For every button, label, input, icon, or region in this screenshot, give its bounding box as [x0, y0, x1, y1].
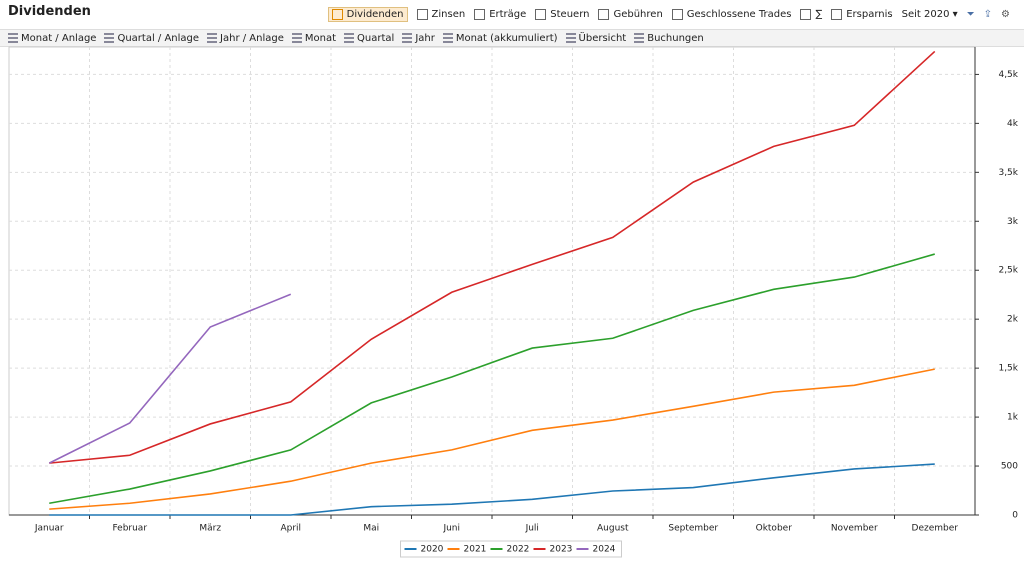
- view-label: Buchungen: [647, 32, 704, 44]
- filter-label: Erträge: [489, 9, 527, 20]
- x-tick-label: Juli: [525, 524, 539, 534]
- filter[interactable]: Zinsen: [416, 9, 466, 20]
- view-label: Monat: [304, 32, 337, 44]
- page-title: Dividenden: [8, 4, 91, 19]
- legend-box: [400, 540, 622, 558]
- filter[interactable]: Erträge: [474, 9, 526, 20]
- view-button[interactable]: Buchungen: [634, 33, 704, 44]
- view-label: Jahr / Anlage: [220, 32, 284, 44]
- filter-label: Steuern: [550, 9, 590, 20]
- legend-label: 2022: [507, 545, 530, 555]
- series-line: [49, 253, 935, 505]
- x-tick-label: Juni: [442, 524, 460, 534]
- x-tick-label: Februar: [112, 524, 147, 534]
- view-button[interactable]: Monat / Anlage: [8, 33, 96, 44]
- y-tick-label: 3,5k: [998, 168, 1018, 178]
- view-button[interactable]: Quartal / Anlage: [104, 33, 199, 44]
- y-tick-label: 0: [1012, 511, 1018, 521]
- view-label: Jahr: [415, 32, 435, 44]
- legend-label: 2024: [593, 545, 616, 555]
- filter[interactable]: Gebühren: [598, 9, 663, 20]
- y-tick-label: 4,5k: [998, 70, 1018, 80]
- filter-label: Dividenden: [346, 9, 404, 20]
- filter[interactable]: Geschlossene Trades: [671, 9, 792, 20]
- y-tick-label: 500: [1001, 462, 1018, 472]
- series-line: [49, 463, 935, 516]
- x-tick-label: Oktober: [756, 524, 793, 534]
- x-tick-label: März: [199, 524, 221, 534]
- period-label: Seit 2020: [901, 9, 950, 20]
- x-tick-label: Januar: [34, 524, 64, 534]
- view-label: Quartal / Anlage: [117, 32, 200, 44]
- settings-icon[interactable]: ⚙: [1001, 9, 1010, 20]
- y-tick-label: 2,5k: [998, 266, 1018, 276]
- filter-label: Zinsen: [431, 9, 466, 20]
- filter[interactable]: Steuern: [535, 9, 589, 20]
- header: Dividenden Dividenden Zinsen Erträge Ste…: [0, 0, 1024, 28]
- view-label: Monat / Anlage: [21, 32, 97, 44]
- filter-label: ∑: [815, 9, 823, 20]
- filter-bar: Dividenden Zinsen Erträge Steuern Gebühr…: [327, 7, 1010, 22]
- filter-icon[interactable]: ⏷: [966, 9, 975, 20]
- view-button[interactable]: Übersicht: [565, 32, 627, 44]
- y-tick-label: 1k: [1007, 413, 1019, 423]
- view-label: Monat (akkumuliert): [455, 32, 558, 44]
- view-button[interactable]: Jahr / Anlage: [207, 33, 284, 44]
- x-tick-label: August: [597, 524, 629, 534]
- filter[interactable]: Dividenden: [327, 7, 408, 22]
- period-dropdown[interactable]: Seit 2020 ▾: [901, 9, 958, 20]
- series-line: [49, 368, 935, 510]
- x-tick-label: April: [280, 524, 301, 534]
- view-button[interactable]: Monat (akkumuliert): [442, 32, 558, 44]
- legend-label: 2021: [464, 545, 487, 555]
- x-tick-label: September: [668, 524, 718, 534]
- filter-label: Gebühren: [613, 9, 663, 20]
- x-tick-label: Mai: [363, 524, 379, 534]
- y-tick-label: 1,5k: [998, 364, 1018, 374]
- x-tick-label: November: [831, 524, 878, 534]
- view-button[interactable]: Jahr: [402, 33, 435, 44]
- y-tick-label: 3k: [1007, 217, 1019, 227]
- view-button[interactable]: Monat: [291, 32, 337, 44]
- series-line: [48, 293, 292, 464]
- filter[interactable]: ∑: [800, 9, 822, 20]
- filter-label: Ersparnis: [846, 9, 893, 20]
- series-line: [49, 50, 936, 464]
- y-tick-label: 4k: [1007, 119, 1019, 129]
- view-label: Quartal: [357, 32, 395, 44]
- filter-label: Geschlossene Trades: [686, 9, 792, 20]
- y-tick-label: 2k: [1007, 315, 1019, 325]
- view-label: Übersicht: [578, 32, 627, 44]
- filter[interactable]: Ersparnis: [831, 9, 893, 20]
- legend-label: 2023: [550, 545, 573, 555]
- x-tick-label: Dezember: [912, 524, 959, 534]
- legend-label: 2020: [421, 545, 444, 555]
- view-button[interactable]: Quartal: [344, 33, 394, 44]
- export-icon[interactable]: ⇪: [983, 9, 993, 20]
